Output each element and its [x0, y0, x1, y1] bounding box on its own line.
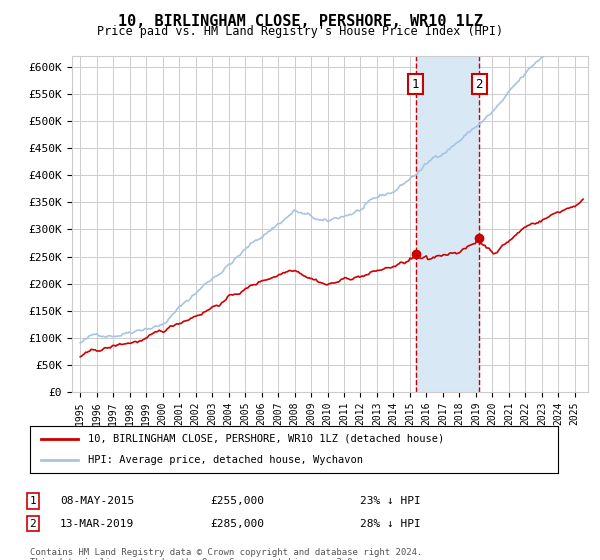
- Text: £255,000: £255,000: [210, 496, 264, 506]
- Text: 2: 2: [29, 519, 37, 529]
- Text: 10, BIRLINGHAM CLOSE, PERSHORE, WR10 1LZ: 10, BIRLINGHAM CLOSE, PERSHORE, WR10 1LZ: [118, 14, 482, 29]
- Text: 13-MAR-2019: 13-MAR-2019: [60, 519, 134, 529]
- Text: 28% ↓ HPI: 28% ↓ HPI: [360, 519, 421, 529]
- Text: 10, BIRLINGHAM CLOSE, PERSHORE, WR10 1LZ (detached house): 10, BIRLINGHAM CLOSE, PERSHORE, WR10 1LZ…: [88, 434, 445, 444]
- Text: 1: 1: [29, 496, 37, 506]
- Text: HPI: Average price, detached house, Wychavon: HPI: Average price, detached house, Wych…: [88, 455, 363, 465]
- Text: £285,000: £285,000: [210, 519, 264, 529]
- Text: Contains HM Land Registry data © Crown copyright and database right 2024.
This d: Contains HM Land Registry data © Crown c…: [30, 548, 422, 560]
- Text: 08-MAY-2015: 08-MAY-2015: [60, 496, 134, 506]
- Text: Price paid vs. HM Land Registry's House Price Index (HPI): Price paid vs. HM Land Registry's House …: [97, 25, 503, 38]
- Bar: [416, 56, 479, 392]
- Text: 23% ↓ HPI: 23% ↓ HPI: [360, 496, 421, 506]
- Text: 1: 1: [412, 78, 419, 91]
- Text: 2: 2: [475, 78, 483, 91]
